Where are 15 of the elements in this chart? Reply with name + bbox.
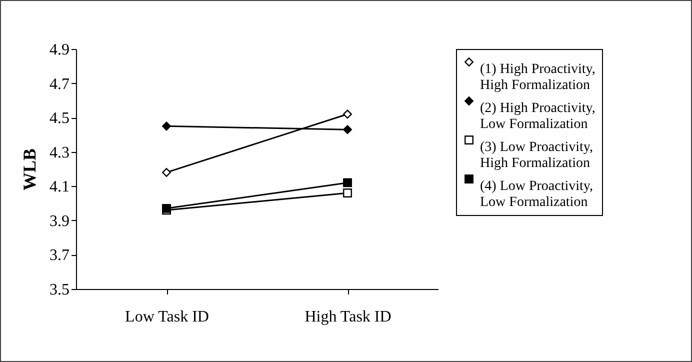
legend-label: (2) High Proactivity, Low Formalization [480,101,596,132]
x-tick-label: High Task ID [304,308,392,326]
y-tick-label: 4.9 [50,42,70,58]
y-tick-label: 4.7 [50,76,70,93]
y-tick-label: 4.1 [50,178,70,196]
y-tick-label: 4.5 [50,110,70,128]
legend-label: (1) High Proactivity, High Formalization [480,62,596,93]
y-axis-title: WLB [20,148,40,191]
y-tick-label: 3.7 [50,247,70,264]
y-tick-label: 3.9 [50,212,70,230]
y-tick-label: 3.5 [50,282,70,298]
legend-label: (4) Low Proactivity, Low Formalization [480,179,594,210]
y-tick-label: 4.3 [50,144,70,162]
legend-label: (3) Low Proactivity, High Formalization [480,140,594,171]
x-tick-label: Low Task ID [125,308,209,326]
